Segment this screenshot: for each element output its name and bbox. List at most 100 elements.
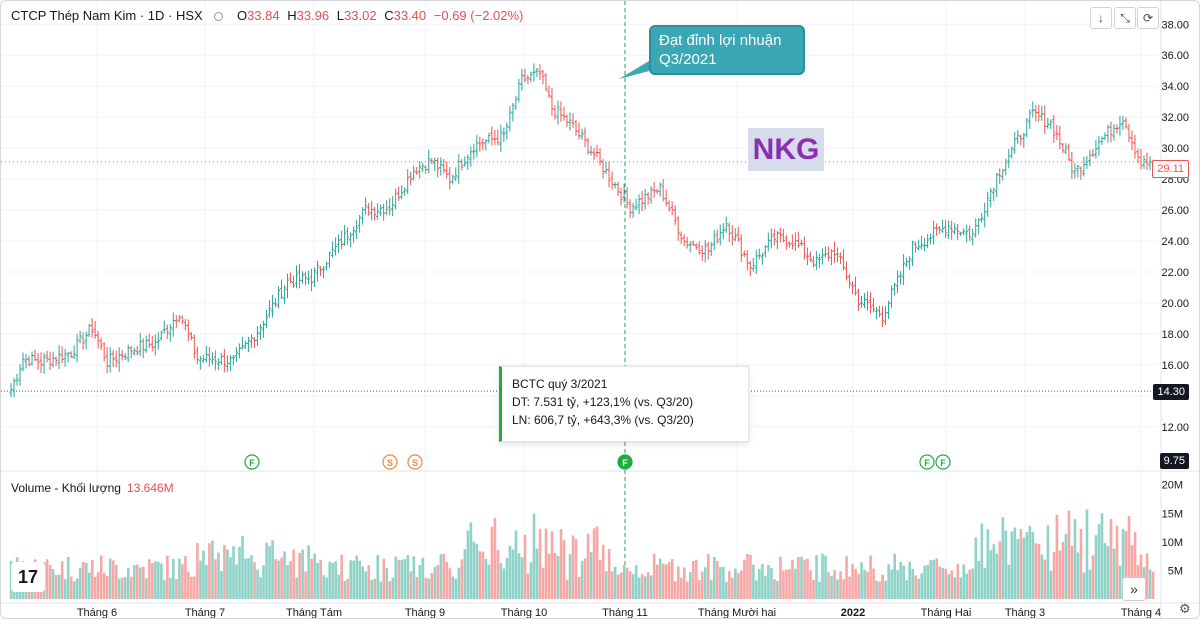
volume-bar	[827, 572, 830, 599]
volume-bar	[361, 566, 365, 599]
download-icon[interactable]: ↓	[1090, 7, 1112, 29]
volume-bar	[562, 540, 566, 599]
volume-bar	[740, 570, 743, 599]
volume-bar	[421, 557, 425, 599]
volume-bar	[84, 562, 88, 599]
volume-tick-label: 15M	[1162, 508, 1183, 520]
volume-bar	[130, 576, 133, 599]
volume-bar	[830, 576, 833, 599]
volume-bar	[1100, 513, 1104, 599]
volume-bar	[953, 577, 957, 599]
tradingview-logo-icon[interactable]: 17	[11, 562, 45, 592]
volume-bar	[157, 561, 160, 599]
open-label: O	[236, 8, 248, 23]
volume-bar	[688, 571, 692, 599]
volume-bar	[661, 563, 665, 599]
volume-bar	[229, 557, 232, 599]
volume-bar	[577, 576, 581, 599]
cursor-price-tag: 9.75	[1159, 453, 1189, 469]
volume-bar	[235, 564, 238, 599]
volume-bar	[196, 543, 199, 599]
volume-bar	[262, 565, 265, 599]
volume-bar	[935, 558, 939, 599]
volume-bar	[872, 568, 875, 599]
volume-bar	[265, 542, 268, 599]
last-price-tag: 29.11	[1152, 160, 1189, 178]
volume-bar	[704, 567, 707, 599]
volume-bar	[160, 563, 163, 599]
volume-bar	[418, 565, 422, 599]
low-value: 33.02	[344, 8, 377, 23]
volume-bar	[565, 579, 569, 599]
scroll-to-end-icon[interactable]: »	[1122, 577, 1146, 601]
volume-bar	[529, 562, 533, 599]
volume-bar	[352, 560, 355, 599]
volume-bar	[220, 571, 223, 599]
volume-bar	[794, 568, 797, 599]
volume-bar	[857, 573, 860, 599]
volume-bar	[770, 567, 773, 599]
tooltip-profit: LN: 606,7 tỷ, +643,3% (vs. Q3/20)	[512, 413, 694, 427]
volume-bar	[72, 581, 76, 599]
volume-bar	[99, 555, 103, 599]
volume-tick-label: 20M	[1162, 480, 1183, 492]
volume-bar	[433, 566, 437, 599]
close-label: C	[384, 8, 394, 23]
volume-bar	[728, 571, 731, 599]
volume-bar	[1034, 543, 1038, 599]
volume-tick-label: 5M	[1168, 565, 1183, 577]
volume-bar	[391, 577, 395, 599]
volume-bar	[412, 556, 416, 599]
collapse-icon[interactable]: ⤡	[1114, 7, 1136, 29]
volume-bar	[707, 554, 710, 599]
volume-bar	[812, 579, 815, 599]
volume-bar	[863, 569, 866, 599]
volume-bar	[286, 564, 289, 599]
volume-bar	[124, 577, 127, 599]
volume-bar	[797, 557, 800, 599]
volume-bar	[511, 549, 515, 599]
volume-title: Volume - Khối lượng	[11, 481, 121, 495]
volume-bar	[343, 580, 346, 599]
volume-bar	[117, 578, 121, 599]
volume-bar	[929, 559, 933, 599]
refresh-icon[interactable]: ⟳	[1137, 7, 1159, 29]
settings-gear-icon[interactable]: ⚙	[1179, 601, 1191, 616]
volume-bar	[478, 551, 482, 599]
volume-bar	[148, 559, 151, 599]
volume-bar	[96, 572, 100, 599]
volume-bar	[316, 563, 319, 599]
volume-bar	[349, 560, 352, 599]
volume-bar	[1118, 565, 1122, 599]
volume-bar	[532, 513, 536, 599]
volume-bar	[809, 570, 812, 599]
volume-bar	[502, 568, 506, 599]
volume-bar	[559, 529, 563, 599]
financial-report-marker	[935, 454, 951, 470]
volume-bar	[538, 528, 542, 599]
volume-bar	[1025, 532, 1029, 599]
volume-bar	[607, 549, 611, 599]
y-tick-label: 22.00	[1161, 267, 1189, 279]
volume-bar	[205, 564, 208, 599]
volume-bar	[592, 528, 596, 599]
volume-bar	[268, 546, 271, 599]
volume-bar	[127, 567, 130, 599]
volume-bar	[568, 554, 572, 599]
volume-bar	[1073, 519, 1077, 599]
volume-bar	[328, 561, 331, 599]
volume-bar	[1001, 517, 1005, 599]
volume-bar	[496, 550, 500, 599]
volume-bar	[535, 548, 539, 599]
volume-bar	[941, 567, 945, 599]
volume-bar	[685, 581, 689, 599]
volume-bar	[313, 553, 316, 599]
volume-bar	[881, 574, 884, 599]
volume-bar	[1052, 551, 1056, 599]
volume-bar	[517, 553, 521, 599]
volume-bar	[355, 555, 359, 599]
tooltip-title: BCTC quý 3/2021	[512, 377, 608, 391]
volume-bar	[737, 573, 740, 599]
y-tick-label: 16.00	[1161, 360, 1189, 372]
